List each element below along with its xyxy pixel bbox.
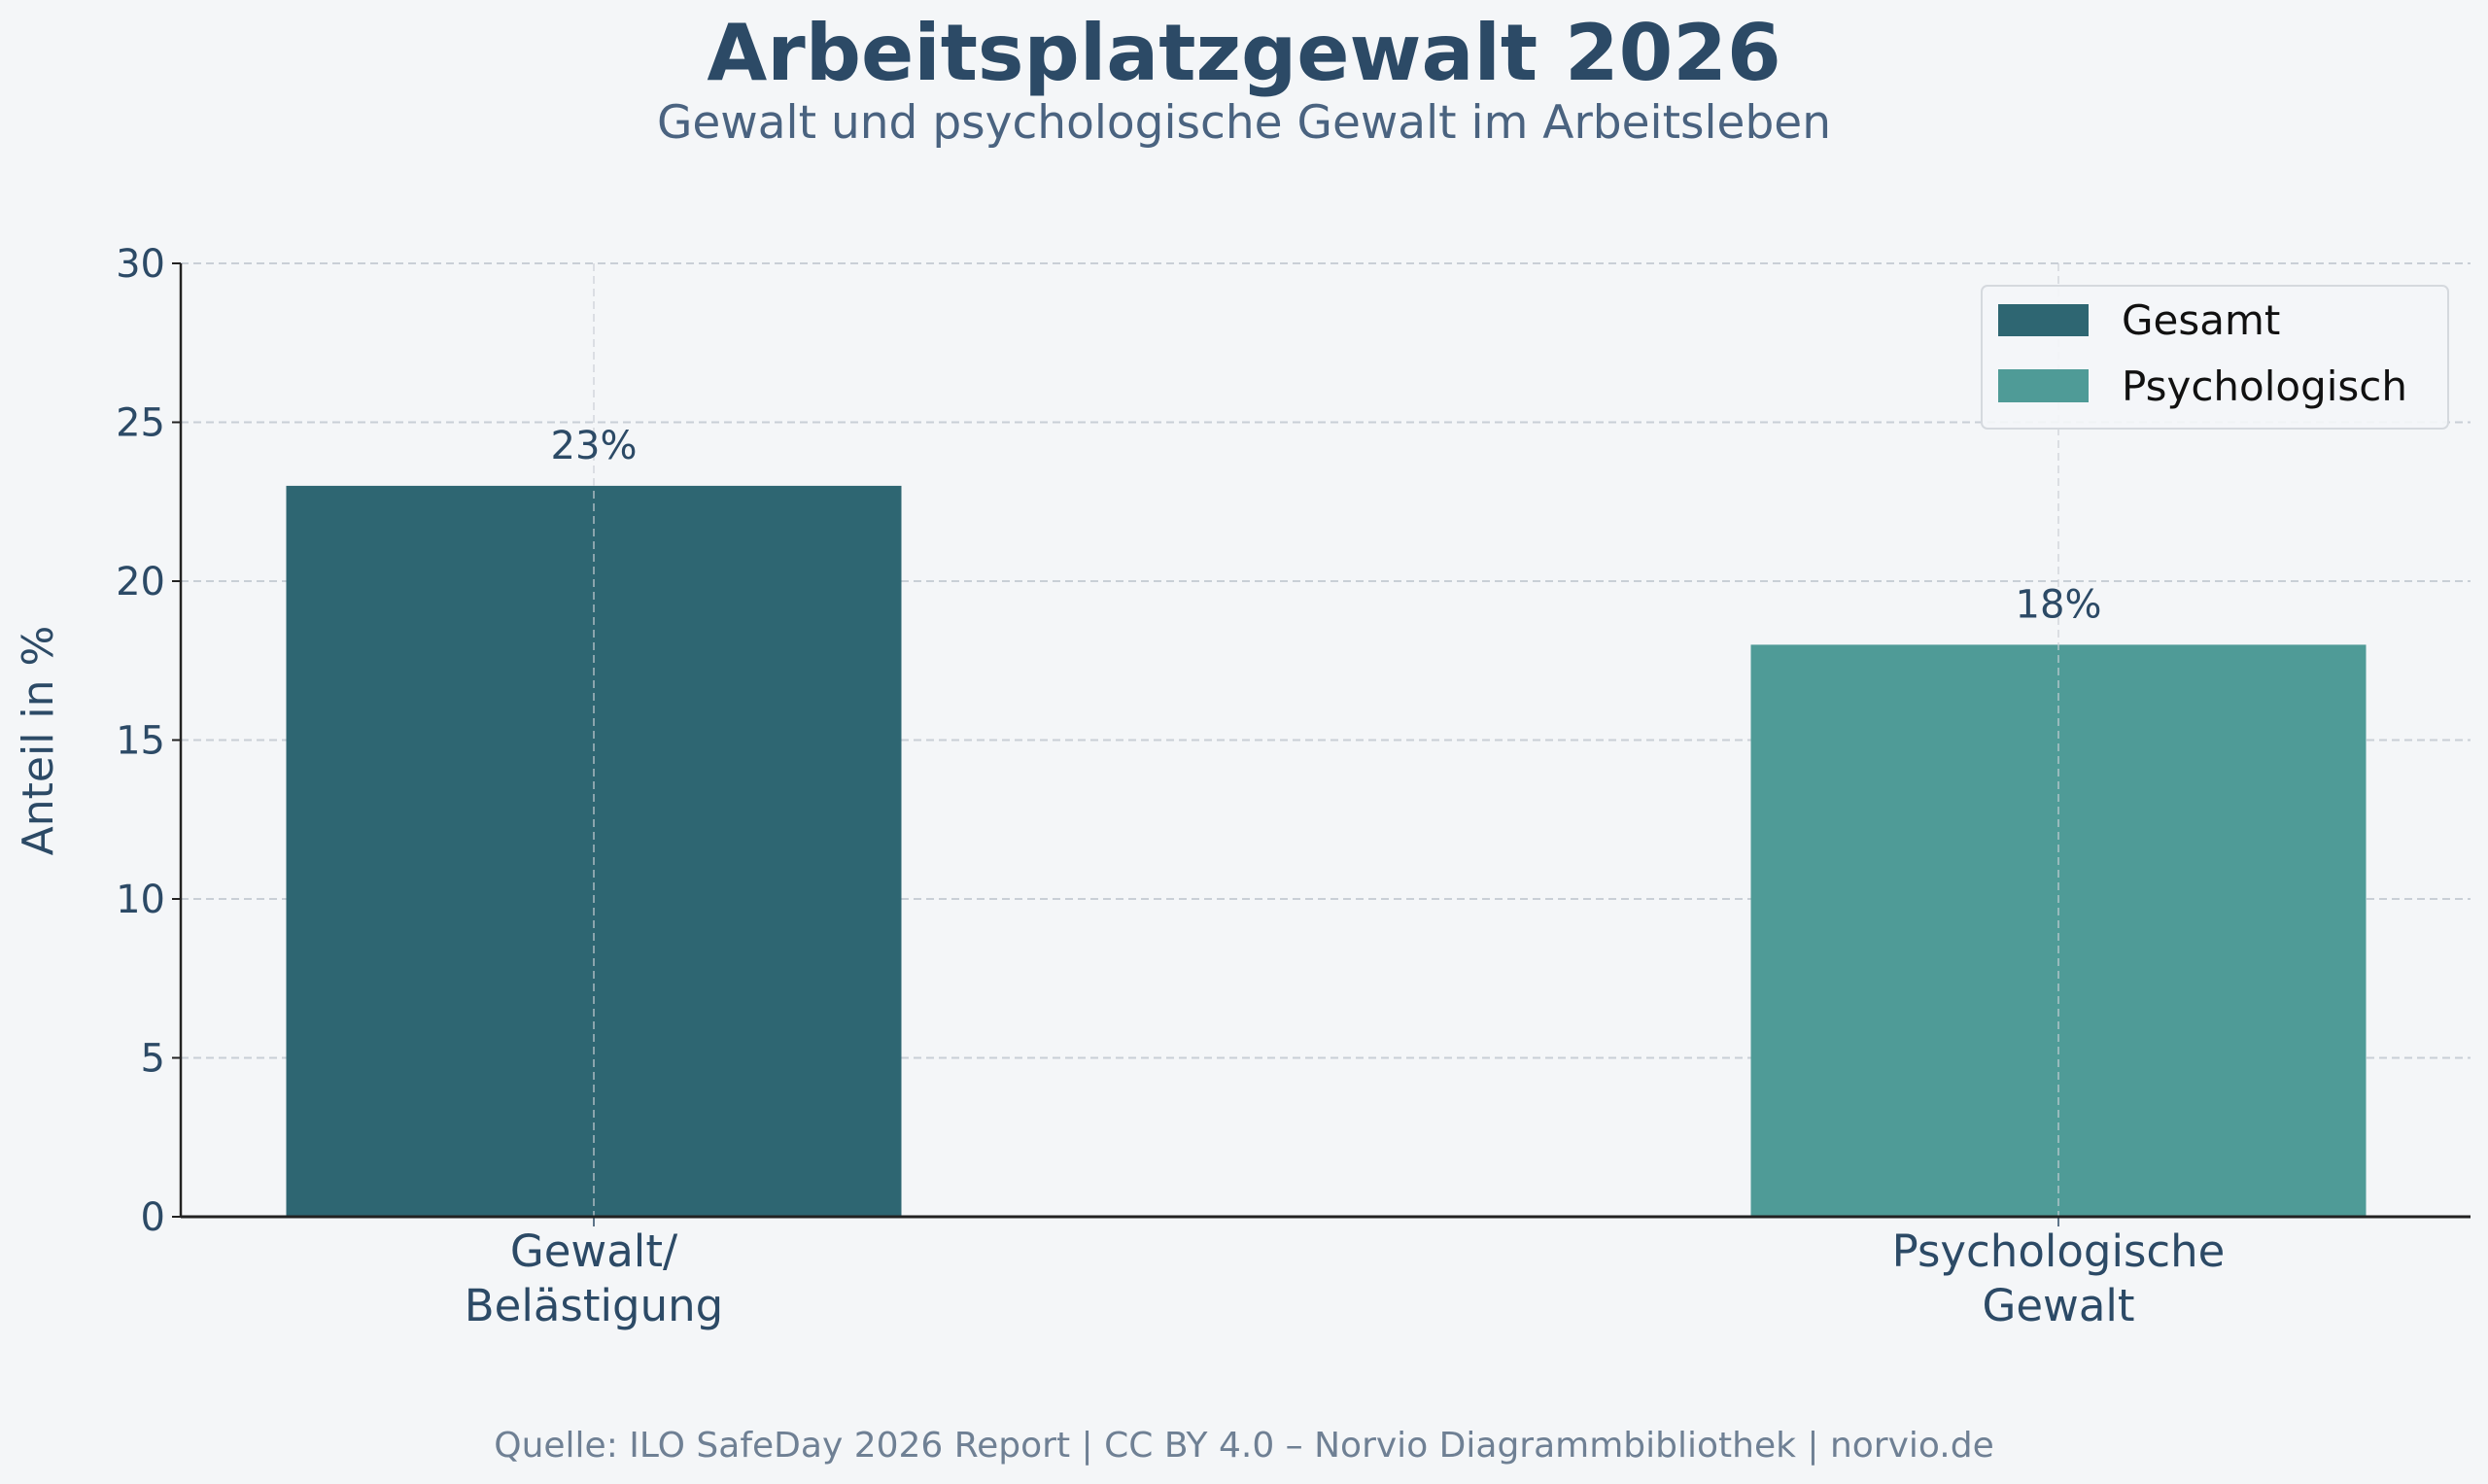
legend-swatch-gesamt xyxy=(1998,304,2089,336)
x-tick-label: Gewalt/ xyxy=(510,1225,678,1277)
labels: 0 5 10 15 20 25 30 23% Gewalt/Belästigung 18% Psyc… xyxy=(116,242,2225,1331)
legend-label-gesamt: Gesamt xyxy=(2122,296,2280,344)
x-tick-label: Gewalt xyxy=(1982,1280,2134,1331)
y-tick-label: 25 xyxy=(116,401,165,446)
source-note: Quelle: ILO SafeDay 2026 Report | CC BY … xyxy=(494,1426,1994,1466)
y-tick-label: 20 xyxy=(116,560,165,604)
bars xyxy=(286,485,2367,1217)
axes xyxy=(172,262,2471,1226)
chart-subtitle: Gewalt und psychologische Gewalt im Arbe… xyxy=(657,96,1831,150)
y-tick-label: 15 xyxy=(116,719,165,764)
y-tick-label: 5 xyxy=(141,1037,165,1082)
x-tick-label: Psychologische xyxy=(1892,1225,2226,1277)
chart-title: Arbeitsplatzgewalt 2026 xyxy=(707,8,1780,98)
bar xyxy=(1750,644,2367,1217)
y-tick-label: 0 xyxy=(141,1195,165,1240)
data-label: 18% xyxy=(2016,582,2102,627)
legend-swatch-psychologisch xyxy=(1998,369,2089,402)
legend: Gesamt Psychologisch xyxy=(1981,285,2449,430)
y-tick-label: 10 xyxy=(116,878,165,922)
data-label: 23% xyxy=(551,424,638,468)
y-axis-label: Anteil in % xyxy=(14,626,63,856)
x-tick-label: Belästigung xyxy=(465,1280,723,1331)
legend-label-psychologisch: Psychologisch xyxy=(2122,362,2407,410)
legend-box xyxy=(1981,285,2449,430)
y-tick-label: 30 xyxy=(116,242,165,287)
